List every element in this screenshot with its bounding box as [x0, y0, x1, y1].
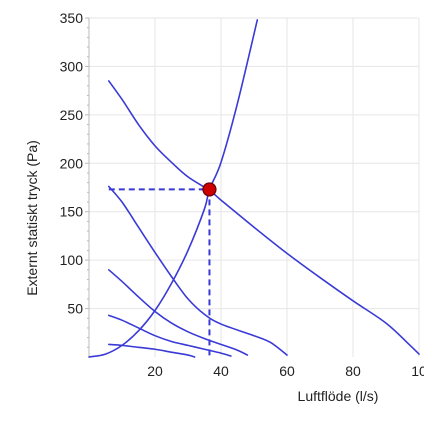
curve-layer [88, 19, 420, 358]
axis-layer [85, 17, 90, 357]
x-axis-title: Luftflöde (l/s) [298, 388, 379, 404]
label-layer: 20 40 60 80 10 50 100 150 200 250 300 350 [60, 10, 424, 379]
y-tick-label: 100 [60, 252, 84, 268]
y-tick-label: 150 [60, 204, 84, 220]
reference-lines-layer [108, 188, 211, 357]
grid-layer [89, 17, 420, 357]
series-line-4 [108, 269, 249, 356]
marker-layer [202, 182, 217, 197]
y-tick-label: 50 [67, 301, 83, 317]
y-tick-label: 250 [60, 107, 84, 123]
y-axis-title: Externt statiskt tryck (Pa) [24, 140, 40, 296]
y-tick-label: 350 [60, 10, 84, 26]
series-line-6 [108, 343, 196, 358]
y-tick-label: 300 [60, 58, 84, 74]
x-tick-label: 10 [411, 363, 424, 379]
operating-point-marker [202, 182, 217, 197]
series-line-5 [108, 314, 232, 357]
x-tick-label: 60 [279, 363, 295, 379]
x-tick-label: 80 [345, 363, 361, 379]
series-line-3 [108, 185, 288, 356]
x-tick-label: 40 [213, 363, 229, 379]
series-line-2 [108, 80, 420, 355]
y-tick-label: 200 [60, 155, 84, 171]
x-tick-label: 20 [147, 363, 163, 379]
